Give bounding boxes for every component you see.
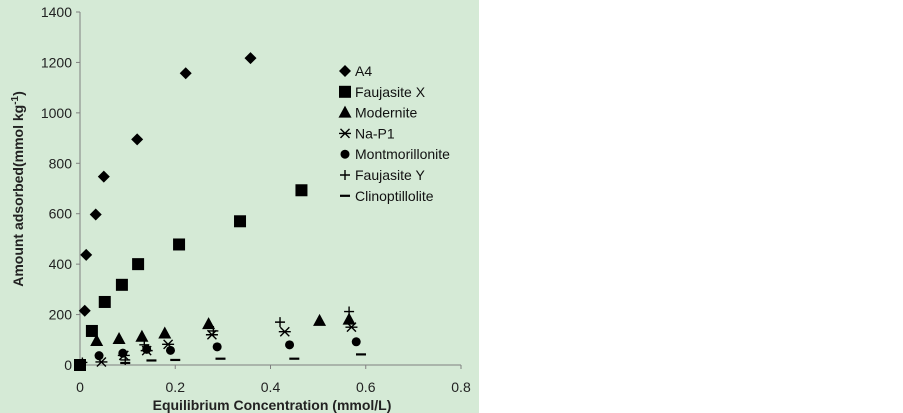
data-point-faujasite-y bbox=[275, 317, 286, 328]
data-point-faujasite-y bbox=[77, 357, 88, 368]
data-point-modernite bbox=[342, 312, 356, 325]
legend-marker-faujasite-y bbox=[340, 170, 350, 180]
legend-label-montmorillonite: Montmorillonite bbox=[355, 146, 450, 162]
data-point-montmorillonite bbox=[118, 348, 128, 358]
data-point-modernite bbox=[202, 317, 216, 330]
x-tick-label: 0.8 bbox=[451, 379, 471, 395]
y-axis-title-sup: -1 bbox=[10, 95, 21, 104]
data-point-a4 bbox=[131, 133, 144, 146]
data-point-montmorillonite bbox=[94, 351, 104, 361]
legend-label-na-p1: Na-P1 bbox=[355, 125, 395, 141]
data-point-modernite bbox=[313, 313, 327, 326]
data-point-faujasite-x bbox=[173, 238, 186, 251]
chart-svg: 0 200 400 600 800 1000 1200 1400 0 0.2 0.4 0.6 0.8 A… bbox=[0, 0, 479, 413]
x-tick-label: 0.4 bbox=[261, 379, 281, 395]
data-point-faujasite-x bbox=[234, 215, 247, 228]
data-point-faujasite-x bbox=[98, 295, 111, 308]
data-point-a4 bbox=[179, 67, 192, 80]
legend-marker-montmorillonite bbox=[340, 149, 350, 159]
y-tick-label: 200 bbox=[49, 307, 73, 323]
data-point-montmorillonite bbox=[351, 337, 361, 347]
y-axis-title-main: Amount adsorbed(mmol kg bbox=[10, 105, 26, 287]
data-point-modernite bbox=[158, 326, 172, 339]
data-point-montmorillonite bbox=[212, 342, 222, 352]
x-tick-label: 0.2 bbox=[166, 379, 186, 395]
data-point-na-p1 bbox=[205, 329, 218, 340]
y-tick-label: 1000 bbox=[41, 105, 72, 121]
y-axis-title-end: ) bbox=[10, 91, 26, 96]
data-point-faujasite-x bbox=[132, 258, 145, 271]
y-axis-title: Amount adsorbed(mmol kg-1) bbox=[10, 91, 26, 287]
data-point-na-p1 bbox=[345, 322, 358, 333]
legend-label-faujasite-x: Faujasite X bbox=[355, 84, 426, 100]
data-point-faujasite-x bbox=[85, 324, 98, 337]
data-point-na-p1 bbox=[278, 326, 291, 337]
data-point-modernite bbox=[90, 334, 104, 347]
legend: A4 Faujasite X Modernite Na-P1 Montmorilloni… bbox=[338, 63, 450, 204]
legend-marker-na-p1 bbox=[339, 128, 351, 139]
legend-label-clinoptillolite: Clinoptillolite bbox=[355, 188, 434, 204]
y-tick-label: 600 bbox=[49, 206, 73, 222]
chart: 0 200 400 600 800 1000 1200 1400 0 0.2 0.4 0.6 0.8 A… bbox=[0, 0, 479, 413]
data-point-a4 bbox=[244, 52, 257, 65]
legend-label-faujasite-y: Faujasite Y bbox=[355, 167, 425, 183]
legend-marker-a4 bbox=[339, 65, 351, 77]
series-modernite bbox=[90, 312, 356, 347]
data-point-montmorillonite bbox=[165, 345, 175, 355]
data-point-montmorillonite bbox=[285, 340, 295, 350]
data-points bbox=[74, 52, 366, 371]
data-point-modernite bbox=[135, 329, 149, 342]
x-tick-label: 0.6 bbox=[356, 379, 376, 395]
data-point-modernite bbox=[112, 332, 126, 345]
data-point-faujasite-x bbox=[295, 184, 308, 197]
x-tick-label: 0 bbox=[76, 379, 84, 395]
data-point-faujasite-x bbox=[115, 278, 128, 291]
data-point-faujasite-y bbox=[344, 306, 355, 317]
y-tick-label: 1400 bbox=[41, 4, 72, 20]
data-point-a4 bbox=[97, 170, 110, 183]
series-montmorillonite bbox=[94, 337, 361, 361]
data-point-a4 bbox=[80, 248, 93, 261]
legend-marker-modernite bbox=[338, 105, 352, 118]
legend-label-modernite: Modernite bbox=[355, 105, 417, 121]
legend-label-a4: A4 bbox=[355, 63, 372, 79]
y-tick-label: 400 bbox=[49, 256, 73, 272]
data-point-montmorillonite bbox=[142, 344, 152, 354]
series-a4 bbox=[78, 52, 257, 317]
tick-labels: 0 200 400 600 800 1000 1200 1400 0 0.2 0.4 0.6 0.8 bbox=[41, 4, 471, 395]
x-axis-title: Equilibrium Concentration (mmol/L) bbox=[153, 397, 392, 413]
data-point-faujasite-y bbox=[139, 339, 150, 350]
y-tick-label: 1200 bbox=[41, 54, 72, 70]
legend-marker-faujasite-x bbox=[339, 85, 351, 98]
data-point-a4 bbox=[78, 304, 91, 317]
data-point-faujasite-y bbox=[208, 325, 219, 336]
data-point-a4 bbox=[89, 208, 102, 221]
series-clinoptillolite bbox=[75, 353, 366, 366]
y-tick-label: 800 bbox=[49, 155, 73, 171]
y-tick-label: 0 bbox=[64, 357, 72, 373]
series-faujasite-y bbox=[77, 306, 355, 368]
